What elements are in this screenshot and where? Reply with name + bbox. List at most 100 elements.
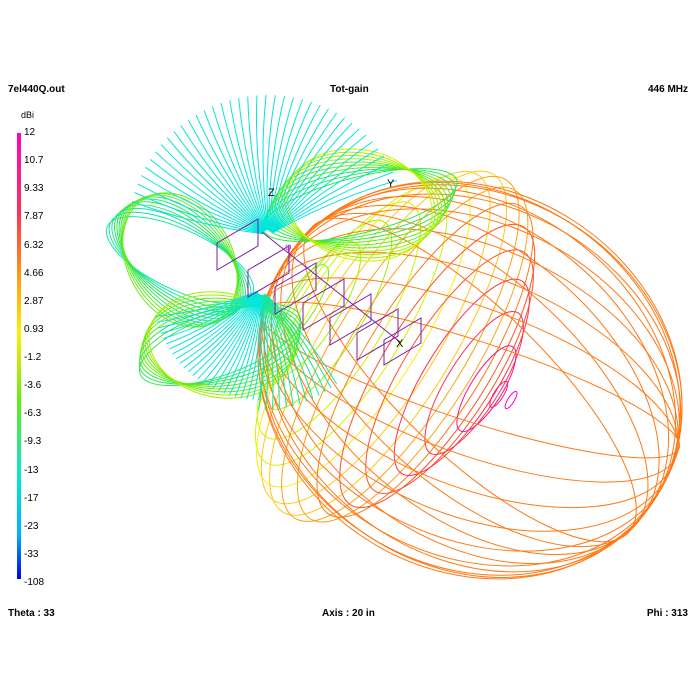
scale-tick-label: -3.6 [24, 380, 42, 392]
upper-null-fan [269, 108, 329, 231]
lower-null-fan [217, 294, 261, 392]
lower-null-fan [212, 294, 261, 389]
upper-null-fan [271, 148, 379, 233]
upper-null-fan [268, 97, 295, 231]
upper-null-fan [268, 95, 285, 231]
scale-tick-label: 7.87 [24, 211, 44, 223]
main-lobe-ring [339, 223, 536, 509]
element-7 [383, 317, 422, 366]
lower-null-fan [165, 292, 258, 345]
upper-null-fan [255, 95, 269, 231]
upper-null-fan [272, 171, 394, 234]
axis-x-label: X [396, 338, 404, 350]
main-lobe-ring [424, 310, 524, 456]
upper-null-fan [272, 163, 389, 233]
plot-quantity: Tot-gain [330, 84, 369, 95]
lower-null-fan [183, 293, 259, 369]
phi-readout: Phi : 313 [646, 608, 688, 619]
lower-null-fan [252, 294, 263, 400]
upper-null-fan [137, 183, 264, 234]
upper-null-fan [272, 180, 398, 234]
color-scale-bar [17, 133, 21, 579]
element-1 [216, 218, 259, 271]
lower-null-fan [263, 294, 307, 402]
phi-marker: φ [285, 242, 292, 253]
upper-null-fan [160, 144, 265, 233]
main-lobe-meridian [303, 217, 637, 543]
upper-null-fan [149, 159, 265, 233]
lower-null-fan [192, 293, 260, 376]
element-2 [247, 245, 290, 298]
upper-null-fan [141, 175, 264, 234]
scale-tick-label: -9.3 [24, 436, 42, 448]
lower-null-fan [262, 294, 287, 408]
upper-null-fan [195, 114, 266, 232]
main-lobe-ring [281, 175, 520, 522]
rear-lobe-ring [141, 303, 299, 387]
frequency: 446 MHz [647, 84, 688, 95]
lower-null-fan [261, 294, 274, 410]
upper-null-fan [238, 98, 268, 231]
upper-lobe-ring [271, 164, 449, 246]
axis-readout: Axis : 20 in [322, 608, 375, 619]
upper-null-fan [220, 103, 267, 231]
upper-null-fan [211, 106, 267, 231]
upper-null-fan [271, 155, 384, 233]
scale-tick-label: -1.2 [24, 352, 42, 363]
main-lobe-ring [274, 264, 330, 343]
lower-null-fan [263, 294, 301, 404]
rear-lobe-ring [148, 291, 292, 399]
lower-null-fan [155, 290, 258, 317]
scale-tick-label: 10.7 [24, 155, 44, 167]
scale-tick-label: 12 [24, 127, 36, 138]
upper-null-fan [145, 166, 264, 234]
lower-null-fan [175, 292, 259, 360]
lower-null-fan [207, 294, 260, 386]
axis-y-label: Y [387, 178, 395, 190]
upper-lobe-ring [277, 158, 443, 252]
lower-null-fan [264, 293, 338, 385]
lower-null-fan [172, 292, 259, 355]
left-lobe-ring [118, 198, 242, 322]
rear-lobe-ring [140, 304, 300, 386]
rear-lobe-ring [139, 305, 301, 385]
upper-null-fan [155, 151, 265, 233]
upper-lobe-ring [274, 161, 446, 249]
scale-tick-label: 9.33 [24, 183, 44, 195]
upper-null-fan [180, 125, 266, 232]
upper-null-fan [269, 112, 338, 231]
theta-readout: Theta : 33 [8, 608, 55, 619]
upper-null-fan [266, 95, 276, 231]
upper-null-fan [270, 117, 345, 232]
lower-null-fan [264, 293, 332, 389]
upper-null-fan [134, 192, 264, 234]
main-lobe-ring [489, 380, 509, 408]
scale-unit: dBi [21, 110, 35, 120]
main-lobe-ring [260, 170, 491, 505]
main-lobe-ring [256, 176, 471, 488]
upper-null-fan [269, 104, 321, 231]
axis-z-label: Z [268, 187, 275, 199]
main-lobe-ring [256, 201, 422, 440]
main-lobe-ring [456, 345, 517, 432]
lower-null-fan [229, 294, 262, 396]
lower-null-fan [240, 294, 262, 399]
scale-tick-label: 4.66 [24, 267, 44, 279]
element-5 [329, 293, 372, 346]
scale-tick-label: -6.3 [24, 408, 42, 420]
lower-null-fan [158, 291, 258, 329]
main-lobe-ring [254, 186, 448, 466]
lower-null-fan [262, 294, 280, 409]
main-lobe-ring [316, 202, 534, 518]
lower-null-fan [264, 293, 326, 393]
lower-null-fan [246, 294, 262, 400]
lower-null-fan [234, 294, 262, 397]
upper-lobe-ring [287, 148, 433, 262]
scale-tick-label: -13 [24, 464, 39, 476]
scale-tick-label: -17 [24, 492, 39, 504]
upper-null-fan [268, 99, 304, 231]
file-name: 7el440Q.out [8, 84, 65, 95]
main-lobe-ring [504, 390, 518, 410]
lower-null-fan [179, 293, 259, 364]
lower-null-fan [263, 294, 314, 399]
